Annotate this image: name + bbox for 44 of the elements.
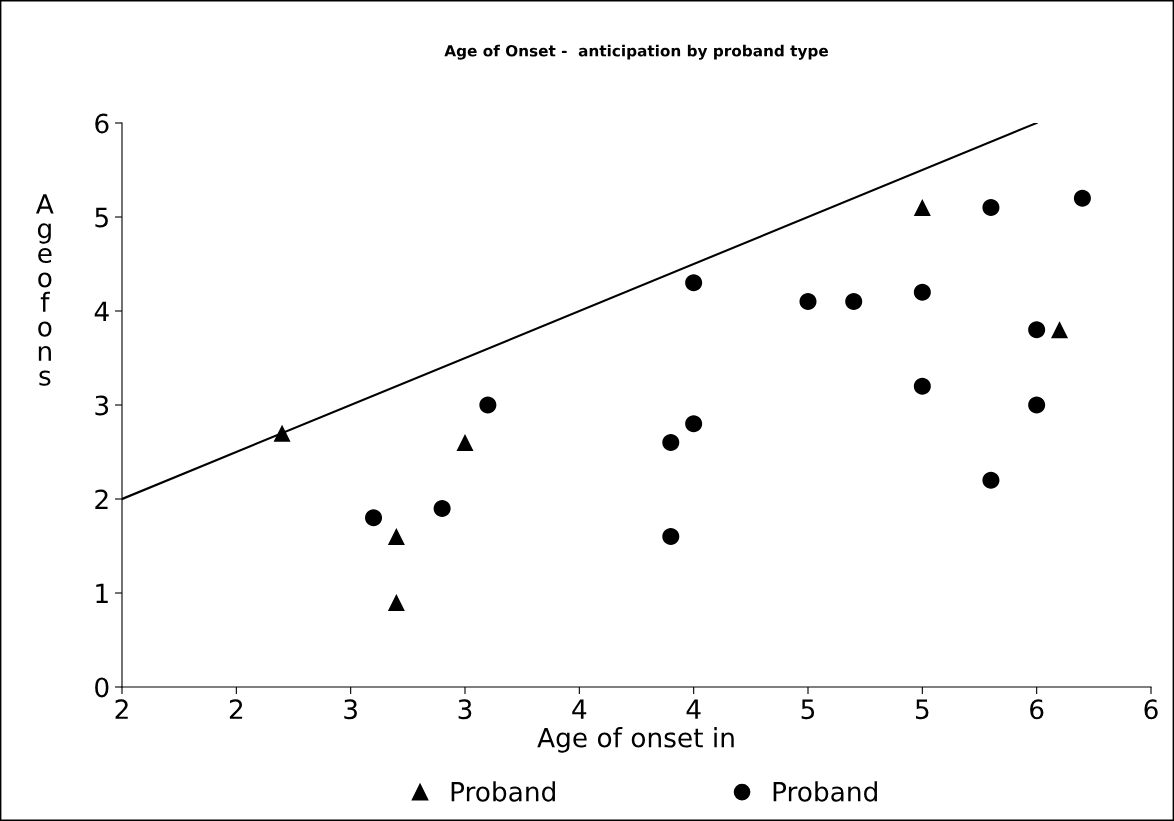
point xyxy=(685,274,703,292)
x-tick-label: 3 xyxy=(344,699,357,720)
y-tick-label: 6 xyxy=(95,113,109,134)
x-tick-label: 5 xyxy=(915,699,929,720)
y-tick-label: 2 xyxy=(95,489,108,510)
point xyxy=(982,199,1000,217)
point xyxy=(1028,321,1046,339)
point xyxy=(273,424,291,442)
point xyxy=(479,396,497,414)
point xyxy=(913,283,931,301)
x-tick-label: 3 xyxy=(458,699,472,720)
x-tick-label: 4 xyxy=(686,699,701,719)
point xyxy=(387,593,405,611)
point xyxy=(799,293,817,311)
point xyxy=(662,528,680,546)
point xyxy=(982,471,1000,489)
y-tick-label: 3 xyxy=(95,395,109,416)
point xyxy=(913,377,931,395)
y-tick-label: 0 xyxy=(95,677,109,698)
point xyxy=(456,434,474,452)
legend-label: Proband xyxy=(451,781,555,802)
point xyxy=(433,499,451,517)
point xyxy=(365,509,383,527)
y-tick-label: 1 xyxy=(96,583,108,604)
x-tick-label: 5 xyxy=(801,699,815,720)
x-tick-label: 6 xyxy=(1030,699,1044,720)
y-tick-label: 5 xyxy=(95,207,108,228)
legend-label: Proband xyxy=(773,781,877,802)
point xyxy=(913,199,931,217)
y-tick-label: 4 xyxy=(94,301,109,322)
point xyxy=(1028,396,1046,414)
point xyxy=(387,528,405,546)
point xyxy=(685,415,703,433)
x-axis-title: Age of onset in xyxy=(537,727,734,753)
x-tick-label: 4 xyxy=(572,699,587,719)
y-axis-title: Ageofons xyxy=(36,194,54,386)
point xyxy=(845,293,863,311)
x-tick-label: 2 xyxy=(115,699,128,719)
x-tick-label: 2 xyxy=(229,699,243,719)
chart-title: Age of Onset - anticipation by proband type xyxy=(444,44,828,60)
point xyxy=(1051,321,1069,339)
point xyxy=(1073,189,1091,207)
x-tick-label: 6 xyxy=(1144,699,1158,720)
point xyxy=(662,434,680,452)
